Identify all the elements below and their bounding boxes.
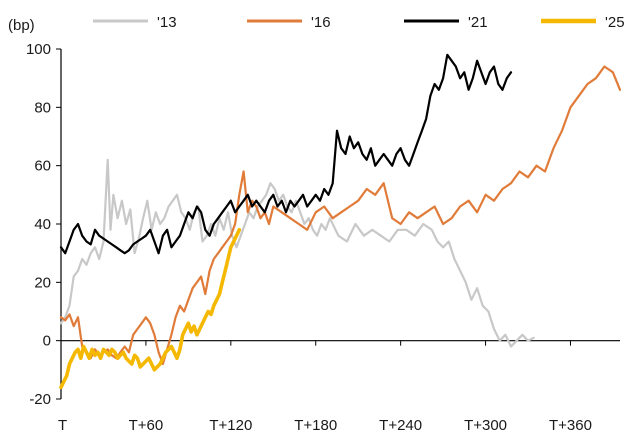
x-tick-label: T+180 <box>294 417 337 434</box>
series-line-2 <box>59 53 513 255</box>
legend-label-2: '21 <box>468 14 488 31</box>
y-tick-label: 60 <box>34 158 51 175</box>
plot-area <box>59 53 622 390</box>
y-tick-label: 40 <box>34 216 51 233</box>
series-line-0 <box>59 158 535 348</box>
x-tick-label: T+120 <box>209 417 252 434</box>
series-line-3 <box>59 228 242 390</box>
y-tick-label: 20 <box>34 274 51 291</box>
x-tick-label: T+60 <box>129 417 164 434</box>
chart-axes: -20 0 20 40 60 80 100 T T+60 T+120 T+180 T+240 T+300… <box>26 41 620 434</box>
y-tick-label: -20 <box>29 391 51 408</box>
legend-label-3: '25 <box>605 14 625 31</box>
x-tick-label: T+360 <box>549 417 592 434</box>
x-tick-label: T <box>58 417 67 434</box>
y-unit-label: (bp) <box>8 17 35 34</box>
y-tick-label: 80 <box>34 99 51 116</box>
x-tick-label: T+300 <box>464 417 507 434</box>
chart-legend: '13 '16 '21 '25 <box>93 14 625 31</box>
x-tick-label: T+240 <box>379 417 422 434</box>
legend-label-1: '16 <box>311 14 331 31</box>
y-tick-label: 100 <box>26 41 51 58</box>
y-tick-label: 0 <box>43 333 51 350</box>
legend-label-0: '13 <box>157 14 177 31</box>
